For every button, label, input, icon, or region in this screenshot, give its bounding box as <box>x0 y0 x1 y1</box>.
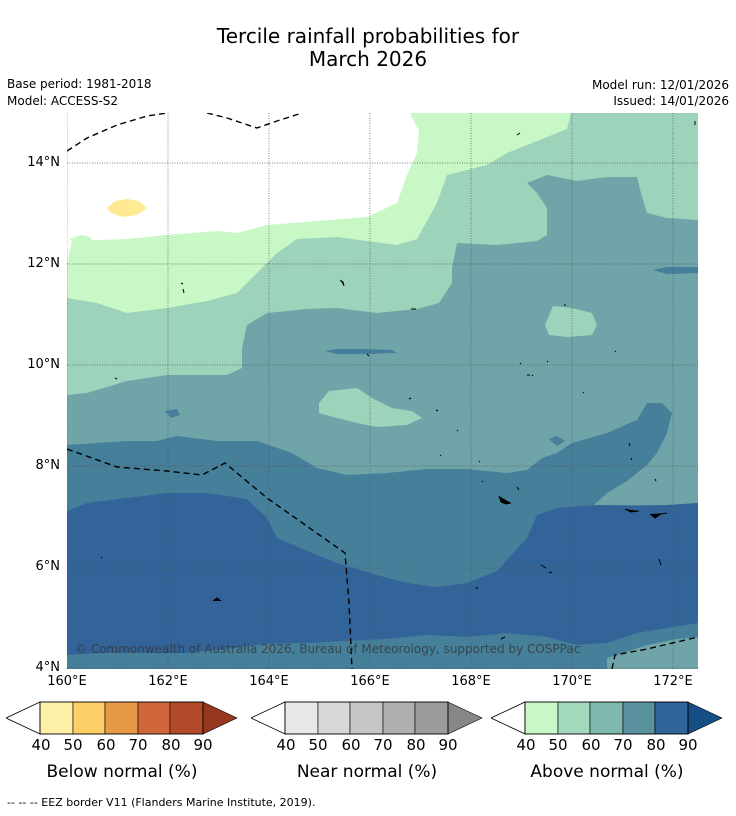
islands <box>100 121 696 640</box>
lon-label-168e: 168°E <box>451 674 491 689</box>
colorbar-near-cell-50 <box>317 701 351 735</box>
map-copyright: © Commonwealth of Australia 2026, Bureau… <box>75 642 580 656</box>
colorbar-above-cell-50 <box>557 701 591 735</box>
colorbar-above <box>491 701 723 735</box>
colorbar-below-tick-80: 80 <box>161 736 181 754</box>
colorbar-below-tick-40: 40 <box>31 736 51 754</box>
colorbar-below <box>6 701 238 735</box>
colorbar-above-cell-80 <box>654 701 689 735</box>
lon-label-164e: 164°E <box>249 674 289 689</box>
zone-above-50-pocket-2 <box>545 306 597 337</box>
colorbar-near-cell-70 <box>382 701 416 735</box>
colorbar-below-tick-70: 70 <box>128 736 148 754</box>
colorbar-below-label: Below normal (%) <box>46 762 198 782</box>
lat-label-4n: 4°N <box>35 660 61 675</box>
graticule <box>67 113 698 669</box>
zone-above-70-streak <box>325 349 397 354</box>
lon-label-172e: 172°E <box>653 674 693 689</box>
colorbar-above-tick-70: 70 <box>613 736 633 754</box>
zone-above-70 <box>67 403 672 523</box>
colorbar-above-tick-60: 60 <box>581 736 601 754</box>
colorbar-near-tick-40: 40 <box>276 736 296 754</box>
zone-above-80-dot <box>67 601 83 611</box>
colorbar-near-tick-90: 90 <box>438 736 458 754</box>
colorbar-below-cell-60 <box>104 701 139 735</box>
lon-label-162e: 162°E <box>148 674 188 689</box>
zone-above-70-bottom <box>67 623 698 669</box>
colorbar-below-cell-90 <box>202 701 238 735</box>
lon-label-166e: 166°E <box>350 674 390 689</box>
forecast-map: © Commonwealth of Australia 2026, Bureau… <box>67 113 698 669</box>
zone-above-50-pocket <box>319 388 422 427</box>
colorbar-near-cell-80 <box>414 701 449 735</box>
colorbar-below-tick-90: 90 <box>193 736 213 754</box>
zone-above-40-patch <box>69 235 93 251</box>
issued-date: Issued: 14/01/2026 <box>613 94 729 108</box>
colorbar-near <box>251 701 483 735</box>
colorbar-below-tick-60: 60 <box>96 736 116 754</box>
colorbar-below-cell-70 <box>137 701 171 735</box>
colorbar-near-tick-70: 70 <box>373 736 393 754</box>
colorbar-below-cell-80 <box>169 701 204 735</box>
base-period: Base period: 1981-2018 <box>7 77 152 91</box>
colorbar-near-tick-50: 50 <box>308 736 328 754</box>
zone-above-70-dot <box>165 409 180 418</box>
colorbar-near-cell-90 <box>447 701 483 735</box>
eez-footnote: -- -- -- EEZ border V11 (Flanders Marine… <box>7 796 316 809</box>
lat-label-8n: 8°N <box>35 458 61 473</box>
colorbar-near-cell-60 <box>349 701 384 735</box>
colorbar-below-tick-50: 50 <box>63 736 83 754</box>
lat-label-12n: 12°N <box>27 256 60 271</box>
colorbar-near-cell-40 <box>284 701 319 735</box>
zone-above-70-dot-2 <box>549 436 565 446</box>
colorbar-below-cell-50 <box>72 701 106 735</box>
model-name: Model: ACCESS-S2 <box>7 94 119 108</box>
model-run: Model run: 12/01/2026 <box>591 78 729 92</box>
lat-label-14n: 14°N <box>27 155 60 170</box>
colorbar-near-label: Near normal (%) <box>296 762 438 782</box>
zone-above-60-bottom-right <box>607 637 698 669</box>
colorbar-above-cell-40 <box>524 701 559 735</box>
map-title-line1: Tercile rainfall probabilities for <box>216 24 520 48</box>
lon-label-160e: 160°E <box>47 674 87 689</box>
zone-below-40-blob <box>107 199 147 217</box>
colorbar-above-tick-40: 40 <box>516 736 536 754</box>
zone-above-70-streak-2 <box>653 267 698 274</box>
lat-label-6n: 6°N <box>35 559 61 574</box>
colorbar-above-cell-70 <box>622 701 656 735</box>
colorbar-near-tick-60: 60 <box>341 736 361 754</box>
colorbar-above-tick-50: 50 <box>548 736 568 754</box>
colorbar-above-tick-80: 80 <box>646 736 666 754</box>
lon-label-170e: 170°E <box>552 674 592 689</box>
lat-label-10n: 10°N <box>27 357 60 372</box>
colorbar-above-label: Above normal (%) <box>530 762 684 782</box>
colorbar-above-cell-90 <box>687 701 723 735</box>
colorbar-below-cell-40 <box>39 701 74 735</box>
colorbar-near-tick-80: 80 <box>406 736 426 754</box>
eez-border <box>67 113 698 669</box>
map-title-line2: March 2026 <box>308 47 428 71</box>
colorbar-above-tick-90: 90 <box>678 736 698 754</box>
colorbar-above-cell-60 <box>589 701 624 735</box>
zone-above-80 <box>67 493 698 655</box>
